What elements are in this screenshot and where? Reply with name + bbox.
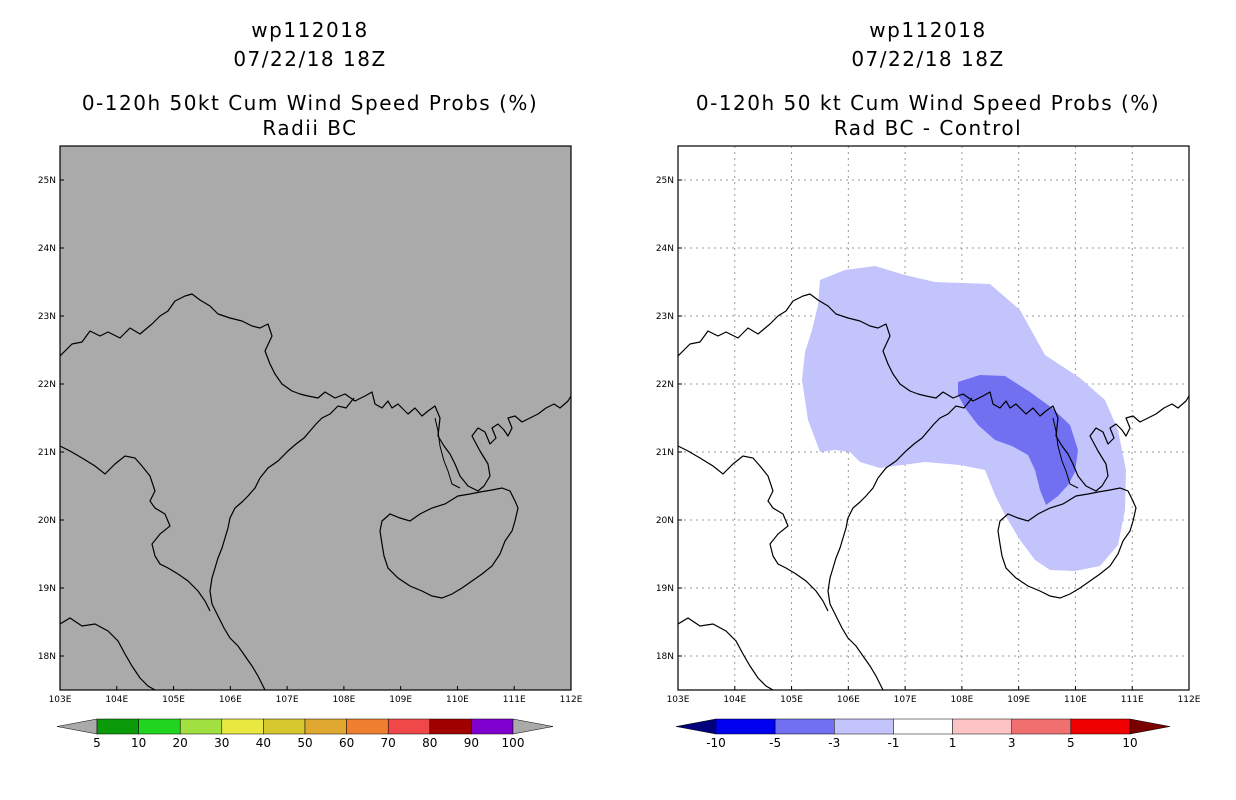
left-title: wp112018 07/22/18 18Z xyxy=(30,16,590,74)
left-axis-labels: 103E 104E 105E 106E 107E 108E 109E 110E 111E 112E… xyxy=(38,176,583,705)
right-lat-label: 22N xyxy=(656,380,674,390)
left-lat-label: 22N xyxy=(38,380,56,390)
right-cbar-label: 3 xyxy=(1008,736,1016,750)
difference-region-dark xyxy=(958,375,1078,505)
right-map: 103E 104E 105E 106E 107E 108E 109E 110E 111E 112E… xyxy=(656,145,1201,705)
left-lon-label: 107E xyxy=(276,695,299,705)
right-cbar-box xyxy=(952,718,1012,735)
left-lon-label: 106E xyxy=(219,695,242,705)
left-lat-label: 24N xyxy=(38,244,56,254)
left-cbar-label: 40 xyxy=(256,736,271,750)
left-map-background xyxy=(60,146,571,690)
left-lat-label: 21N xyxy=(38,448,56,458)
right-subtitle: 0-120h 50 kt Cum Wind Speed Probs (%) Ra… xyxy=(648,89,1208,143)
right-cbar-box xyxy=(893,718,953,735)
left-cbar-label: 60 xyxy=(339,736,354,750)
right-cbar-label: 1 xyxy=(949,736,957,750)
left-cbar-box xyxy=(387,718,431,735)
left-experiment: Radii BC xyxy=(262,116,358,140)
left-cbar-box xyxy=(471,718,514,735)
left-lon-label: 111E xyxy=(503,695,526,705)
right-lon-label: 112E xyxy=(1178,695,1201,705)
left-lon-label: 108E xyxy=(332,695,355,705)
left-lon-label: 112E xyxy=(560,695,583,705)
right-lat-label: 24N xyxy=(656,244,674,254)
right-lat-label: 21N xyxy=(656,448,674,458)
left-datetime: 07/22/18 18Z xyxy=(233,47,387,71)
right-lon-label: 110E xyxy=(1064,695,1087,705)
right-product: 0-120h 50 kt Cum Wind Speed Probs (%) xyxy=(695,91,1161,115)
right-lon-label: 104E xyxy=(723,695,746,705)
right-cbar-label: -1 xyxy=(887,736,899,750)
right-cbar-label: -10 xyxy=(706,736,726,750)
right-lon-label: 106E xyxy=(837,695,860,705)
right-colorbar: -10 -5 -3 -1 1 3 5 10 xyxy=(675,718,1171,750)
left-lat-label: 18N xyxy=(38,652,56,662)
left-cbar-label: 20 xyxy=(173,736,188,750)
left-cbar-box xyxy=(96,718,139,735)
left-cbar-low-triangle xyxy=(56,718,98,735)
left-lat-label: 25N xyxy=(38,176,56,186)
left-lat-label: 19N xyxy=(38,584,56,594)
left-cbar-label: 10 xyxy=(131,736,146,750)
right-title: wp112018 07/22/18 18Z xyxy=(648,16,1208,74)
right-cbar-low-triangle xyxy=(675,718,717,735)
right-cbar-label: -3 xyxy=(828,736,840,750)
right-cbar-box xyxy=(715,718,776,735)
right-cbar-high-triangle xyxy=(1129,718,1171,735)
left-cbar-high-triangle xyxy=(512,718,554,735)
left-lon-label: 109E xyxy=(389,695,412,705)
right-cbar-box xyxy=(834,718,894,735)
left-lon-label: 110E xyxy=(446,695,469,705)
left-cbar-box xyxy=(221,718,264,735)
left-lon-label: 105E xyxy=(162,695,185,705)
right-lon-label: 108E xyxy=(950,695,973,705)
left-map: 103E 104E 105E 106E 107E 108E 109E 110E 111E 112E… xyxy=(38,145,583,705)
right-lon-label: 109E xyxy=(1007,695,1030,705)
right-map-frame xyxy=(677,145,1190,691)
right-experiment: Rad BC - Control xyxy=(833,116,1023,140)
left-cbar-label: 5 xyxy=(93,736,101,750)
left-cbar-label: 50 xyxy=(297,736,312,750)
left-lat-label: 20N xyxy=(38,516,56,526)
right-lat-label: 19N xyxy=(656,584,674,594)
left-cbar-label: 80 xyxy=(422,736,437,750)
right-cbar-box xyxy=(774,718,835,735)
right-cbar-label: -5 xyxy=(769,736,781,750)
right-lat-label: 18N xyxy=(656,652,674,662)
left-cbar-label: 70 xyxy=(381,736,396,750)
right-storm-id: wp112018 xyxy=(869,18,987,42)
left-subtitle: 0-120h 50kt Cum Wind Speed Probs (%) Rad… xyxy=(30,89,590,143)
left-lon-label: 103E xyxy=(49,695,72,705)
left-cbar-box xyxy=(179,718,223,735)
right-cbar-box xyxy=(1070,718,1131,735)
left-cbar-box xyxy=(346,718,389,735)
left-lon-label: 104E xyxy=(105,695,128,705)
right-cbar-label: 5 xyxy=(1067,736,1075,750)
left-colorbar: 5 10 20 30 40 50 60 70 80 90 100 xyxy=(56,718,554,750)
left-cbar-label: 90 xyxy=(464,736,479,750)
left-cbar-label: 30 xyxy=(214,736,229,750)
left-lat-label: 23N xyxy=(38,312,56,322)
left-cbar-label: 100 xyxy=(502,736,525,750)
left-cbar-box xyxy=(263,718,306,735)
right-lat-label: 23N xyxy=(656,312,674,322)
right-lat-label: 25N xyxy=(656,176,674,186)
right-cbar-box xyxy=(1011,718,1072,735)
right-datetime: 07/22/18 18Z xyxy=(851,47,1005,71)
right-cbar-label: 10 xyxy=(1122,736,1137,750)
right-lon-label: 105E xyxy=(780,695,803,705)
right-lon-label: 103E xyxy=(667,695,690,705)
left-cbar-box xyxy=(304,718,347,735)
left-product: 0-120h 50kt Cum Wind Speed Probs (%) xyxy=(81,91,539,115)
right-axis-labels: 103E 104E 105E 106E 107E 108E 109E 110E 111E 112E… xyxy=(656,176,1201,705)
left-map-frame xyxy=(59,145,572,691)
right-lon-label: 111E xyxy=(1121,695,1144,705)
right-lat-label: 20N xyxy=(656,516,674,526)
right-lon-label: 107E xyxy=(894,695,917,705)
left-cbar-box xyxy=(429,718,472,735)
left-cbar-box xyxy=(138,718,181,735)
left-storm-id: wp112018 xyxy=(251,18,369,42)
